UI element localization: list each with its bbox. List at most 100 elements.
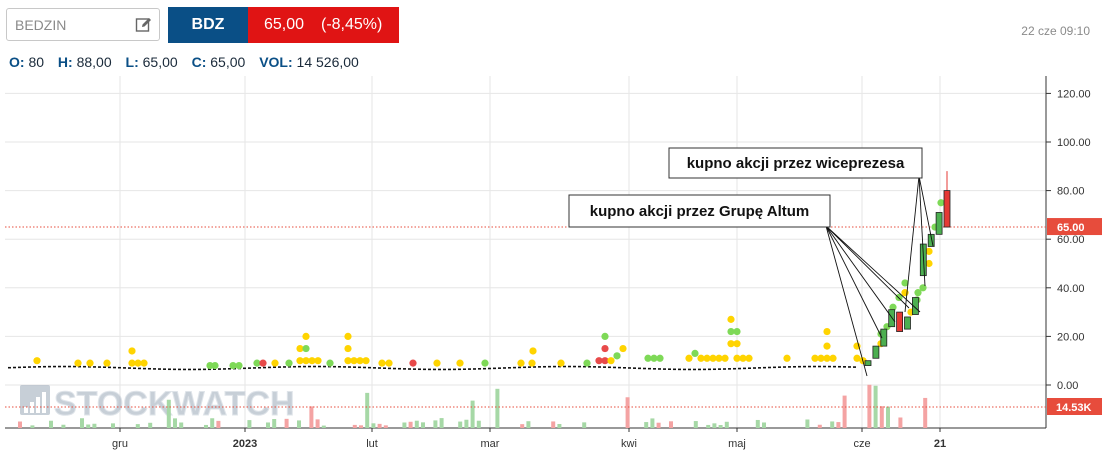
volume-bar [352, 424, 357, 428]
volume-label: VOL: [259, 54, 293, 70]
open-label: O: [9, 54, 25, 70]
signal-dot [817, 354, 825, 362]
ticker-symbol[interactable]: BDZ [168, 7, 248, 43]
signal-dot [727, 340, 735, 348]
signal-dot [285, 359, 293, 367]
signal-dot [33, 357, 41, 365]
signal-dot [823, 327, 831, 336]
y-tick-label: 20.00 [1057, 331, 1085, 343]
y-tick-label: 100.00 [1057, 137, 1091, 149]
signal-dot [528, 359, 536, 367]
volume-bar [80, 418, 84, 428]
volume-bar [650, 418, 655, 428]
signal-dot [271, 359, 279, 367]
signal-dot [709, 354, 717, 362]
candle-body [864, 360, 872, 366]
volume-bar [712, 423, 717, 428]
volume-bar [408, 421, 413, 428]
volume-bar [669, 421, 673, 428]
signal-dot [889, 303, 897, 311]
volume-bar [210, 418, 215, 428]
candle-body [896, 311, 903, 332]
signal-dot [583, 359, 591, 367]
volume-bar [377, 423, 382, 428]
signal-dot [733, 327, 741, 336]
signal-dot [823, 342, 831, 350]
volume-label: 14.53K [1056, 402, 1092, 414]
x-tick-label: kwi [621, 438, 637, 450]
volume-bar [266, 422, 270, 428]
volume-bar [371, 423, 376, 428]
volume-bar [359, 425, 363, 428]
signal-dot [385, 359, 393, 367]
volume-bar [879, 406, 884, 428]
price-chart[interactable]: 120.00 100.00 80.00 60.00 40.00 20.00 0.00 gru 2… [0, 76, 1107, 454]
volume-value: 14 526,00 [296, 54, 359, 70]
high-value: 88,00 [76, 54, 112, 70]
volume-bar [297, 420, 301, 428]
signal-dot [601, 357, 609, 365]
candle-body [872, 345, 880, 359]
signal-dot [703, 354, 711, 362]
ticker-search-input[interactable] [15, 15, 135, 35]
signal-dot [619, 344, 627, 353]
signal-dot [644, 354, 652, 362]
signal-dot [229, 361, 237, 370]
signal-dot [691, 349, 699, 358]
watermark-bar [42, 392, 46, 413]
volume-bar [365, 392, 370, 428]
signal-dot [733, 340, 741, 348]
ticker-search-box[interactable] [6, 8, 160, 41]
volume-bar [309, 406, 314, 428]
volume-bar [836, 422, 841, 428]
signal-dot [823, 354, 831, 362]
volume-bar [414, 420, 419, 428]
volume-bar [805, 419, 810, 428]
volume-bar [439, 418, 444, 428]
volume-bar [693, 421, 698, 428]
watermark-bar [30, 402, 34, 413]
signal-dot [650, 354, 658, 362]
signal-dot [103, 359, 111, 367]
signal-dot [733, 354, 741, 362]
signal-dot [302, 344, 310, 353]
close-value: 65,00 [210, 54, 246, 70]
signal-dot [727, 315, 735, 323]
signal-dot [140, 359, 148, 367]
signal-dot [314, 357, 322, 365]
annotation-pointer [825, 225, 868, 377]
volume-bar [464, 419, 469, 428]
annotation-box [668, 147, 923, 179]
last-price: 65,00 [264, 16, 305, 33]
volume-bar [582, 422, 587, 428]
y-tick-label: 60.00 [1057, 234, 1085, 246]
signal-dot [302, 357, 310, 365]
volume-bar [18, 421, 22, 428]
x-tick-label: cze [853, 438, 870, 450]
volume-bar [886, 406, 890, 428]
edit-icon[interactable] [135, 16, 153, 34]
signal-dot [206, 361, 214, 370]
volume-bar [842, 395, 847, 428]
volume-bar [656, 422, 661, 428]
volume-bar [520, 424, 525, 428]
signal-dot [601, 332, 609, 340]
header-bar: BDZ 65,00 (-8,45%) 22 cze 09:10 [0, 0, 1107, 50]
signal-dot [362, 357, 370, 365]
volume-bar [718, 425, 723, 428]
volume-bar [755, 419, 760, 428]
last-price-label: 65.00 [1057, 222, 1085, 234]
signal-dot [326, 359, 334, 367]
x-tick-label: mar [481, 438, 500, 450]
volume-bar [272, 419, 277, 428]
volume-bar [495, 388, 500, 428]
signal-dot [86, 359, 94, 367]
volume-bar [148, 422, 153, 428]
annotation-pointer [918, 175, 926, 287]
last-price-label-box [1047, 218, 1102, 236]
low-label: L: [125, 54, 139, 70]
volume-bar [644, 422, 649, 428]
signal-dot [74, 359, 82, 367]
volume-bar [898, 417, 903, 428]
signal-dot [727, 327, 735, 336]
